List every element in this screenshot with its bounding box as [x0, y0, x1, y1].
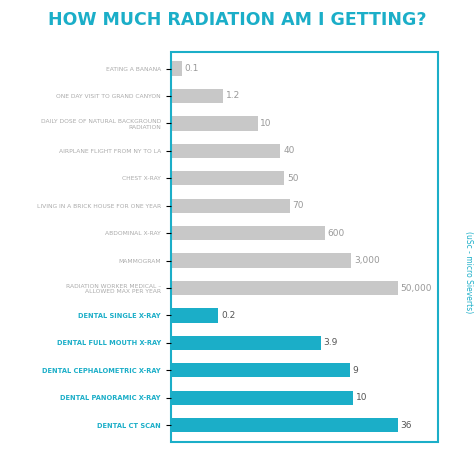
Text: 9: 9 — [353, 366, 358, 375]
Bar — [171, 363, 350, 377]
Text: 3,000: 3,000 — [354, 256, 380, 265]
Bar — [171, 62, 182, 76]
Bar — [171, 308, 219, 323]
Text: 3.9: 3.9 — [324, 338, 338, 347]
Bar — [171, 89, 223, 103]
Bar — [171, 198, 290, 213]
Text: 70: 70 — [292, 201, 304, 210]
Text: 1.2: 1.2 — [226, 92, 240, 101]
Text: 0.1: 0.1 — [185, 64, 199, 73]
Text: 36: 36 — [401, 421, 412, 430]
Bar — [171, 281, 398, 295]
Text: 50,000: 50,000 — [401, 284, 432, 293]
Bar — [171, 336, 321, 350]
Bar — [171, 226, 325, 240]
Bar — [171, 390, 354, 405]
Text: 10: 10 — [260, 119, 272, 128]
Bar — [171, 144, 281, 158]
Bar — [171, 418, 398, 432]
Bar — [171, 254, 351, 268]
Text: 10: 10 — [356, 393, 368, 402]
Text: 40: 40 — [283, 146, 294, 155]
Text: HOW MUCH RADIATION AM I GETTING?: HOW MUCH RADIATION AM I GETTING? — [48, 11, 426, 29]
Bar — [171, 171, 284, 185]
Text: 0.2: 0.2 — [221, 311, 236, 320]
Text: (uSc - micro Sieverts): (uSc - micro Sieverts) — [464, 231, 473, 313]
Text: 600: 600 — [328, 229, 345, 238]
Bar — [171, 116, 258, 130]
Text: 50: 50 — [287, 174, 298, 183]
